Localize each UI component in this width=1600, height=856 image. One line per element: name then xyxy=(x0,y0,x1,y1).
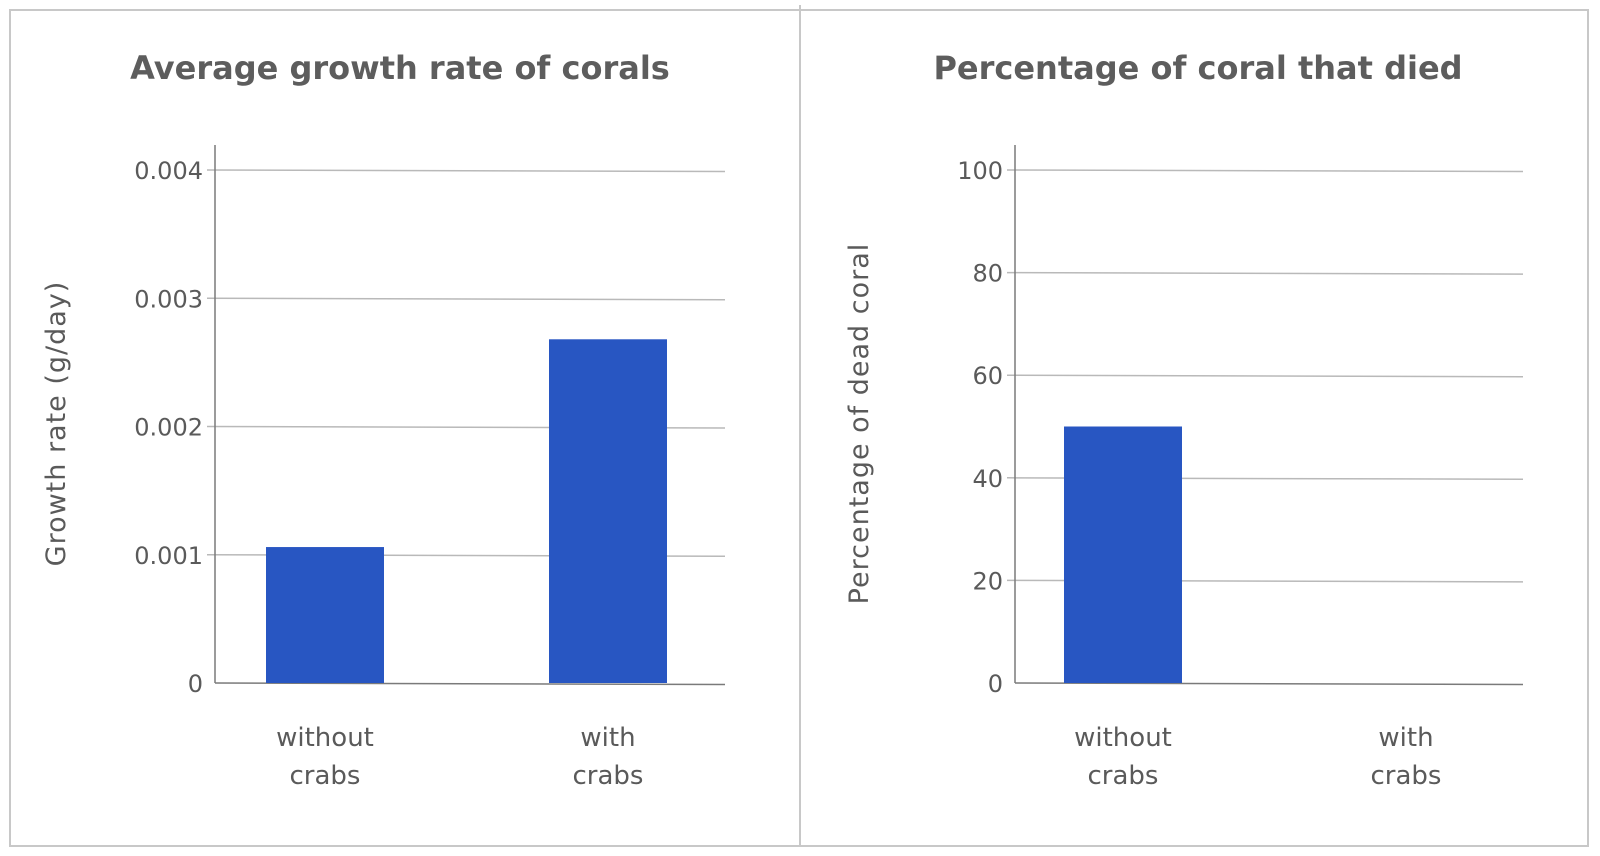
y-tick-label: 100 xyxy=(957,157,1003,185)
y-axis-title: Growth rate (g/day) xyxy=(41,281,72,567)
x-axis-line xyxy=(214,682,726,686)
y-tick-label: 0 xyxy=(988,670,1003,698)
x-tick-label: crabs xyxy=(1371,761,1442,791)
gridline xyxy=(1006,169,1524,173)
y-tick-label: 0.003 xyxy=(134,285,203,313)
x-tick-label: without xyxy=(1074,723,1172,753)
gridline xyxy=(1006,271,1524,275)
x-tick-label: with xyxy=(1378,723,1433,753)
x-tick-label: without xyxy=(276,723,374,753)
gridline xyxy=(206,297,726,301)
x-tick-label: with xyxy=(580,723,635,753)
y-tick-label: 0.004 xyxy=(134,157,203,185)
panel-growth-rate: Average growth rate of corals 0 0.001 0.002… xyxy=(41,49,726,791)
bar xyxy=(549,339,667,683)
x-axis-line xyxy=(1014,682,1524,686)
x-tick-label: crabs xyxy=(1088,761,1159,791)
y-tick-label: 60 xyxy=(972,362,1003,390)
panel-dead-coral: Percentage of coral that died 0 20 40 60 80 10… xyxy=(844,49,1524,791)
y-tick-label: 0 xyxy=(188,670,203,698)
y-tick-label: 0.002 xyxy=(134,414,203,442)
gridline xyxy=(1006,374,1524,378)
chart-title: Average growth rate of corals xyxy=(130,49,670,87)
chart-title: Percentage of coral that died xyxy=(933,49,1462,87)
x-tick-label: crabs xyxy=(573,761,644,791)
y-tick-label: 0.001 xyxy=(134,542,203,570)
y-tick-label: 80 xyxy=(972,260,1003,288)
y-tick-label: 40 xyxy=(972,465,1003,493)
y-tick-label: 20 xyxy=(972,567,1003,595)
gridline xyxy=(206,169,726,173)
bar xyxy=(266,547,384,683)
y-axis-title: Percentage of dead coral xyxy=(844,243,875,605)
bar xyxy=(1064,426,1182,683)
x-tick-label: crabs xyxy=(290,761,361,791)
